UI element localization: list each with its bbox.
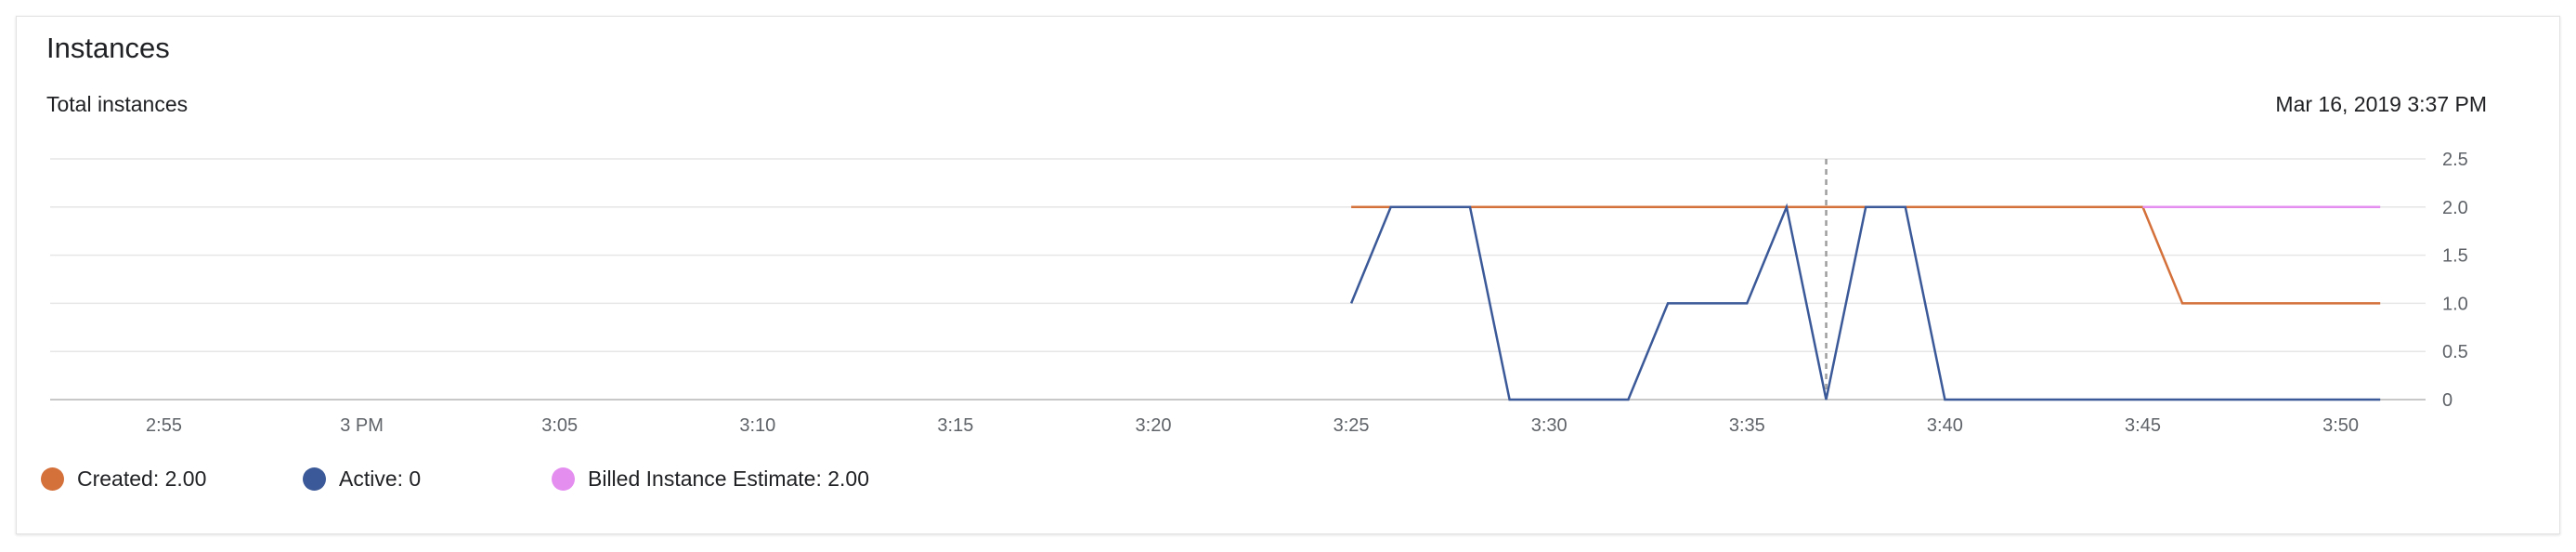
x-tick-label: 3:25 xyxy=(1334,415,1370,436)
active-dot-icon xyxy=(303,467,326,491)
y-tick-label: 2.0 xyxy=(2442,198,2468,218)
y-tick-label: 0 xyxy=(2442,390,2452,411)
x-tick-label: 3:15 xyxy=(937,415,973,436)
legend-item-created[interactable]: Created: 2.00 xyxy=(41,467,303,492)
x-tick-label: 3:30 xyxy=(1531,415,1568,436)
y-tick-label: 2.5 xyxy=(2442,150,2468,170)
legend-label-active: Active: 0 xyxy=(339,467,421,492)
x-tick-label: 2:55 xyxy=(146,415,182,436)
created-dot-icon xyxy=(41,467,64,491)
x-tick-label: 3:50 xyxy=(2322,415,2359,436)
x-tick-labels: 2:55 3 PM 3:05 3:10 3:15 3:20 3:25 3:30 3:35 3:40… xyxy=(146,415,2359,436)
x-tick-label: 3:20 xyxy=(1136,415,1172,436)
legend-item-billed-estimate[interactable]: Billed Instance Estimate: 2.00 xyxy=(552,467,869,492)
y-tick-label: 0.5 xyxy=(2442,342,2468,362)
x-tick-label: 3:35 xyxy=(1729,415,1765,436)
x-tick-label: 3 PM xyxy=(340,415,384,436)
billed-dot-icon xyxy=(552,467,575,491)
x-tick-label: 3:40 xyxy=(1927,415,1963,436)
grid-layer xyxy=(50,159,2426,400)
chart-legend: Created: 2.00 Active: 0 Billed Instance … xyxy=(41,462,869,495)
x-tick-label: 3:10 xyxy=(739,415,775,436)
legend-label-billed-estimate: Billed Instance Estimate: 2.00 xyxy=(588,467,869,492)
x-tick-label: 3:05 xyxy=(541,415,578,436)
y-tick-labels: 0 0.5 1.0 1.5 2.0 2.5 xyxy=(2442,150,2468,411)
x-tick-label: 3:45 xyxy=(2125,415,2161,436)
legend-label-created: Created: 2.00 xyxy=(77,467,206,492)
legend-item-active[interactable]: Active: 0 xyxy=(303,467,552,492)
y-tick-label: 1.5 xyxy=(2442,246,2468,267)
y-tick-label: 1.0 xyxy=(2442,294,2468,314)
